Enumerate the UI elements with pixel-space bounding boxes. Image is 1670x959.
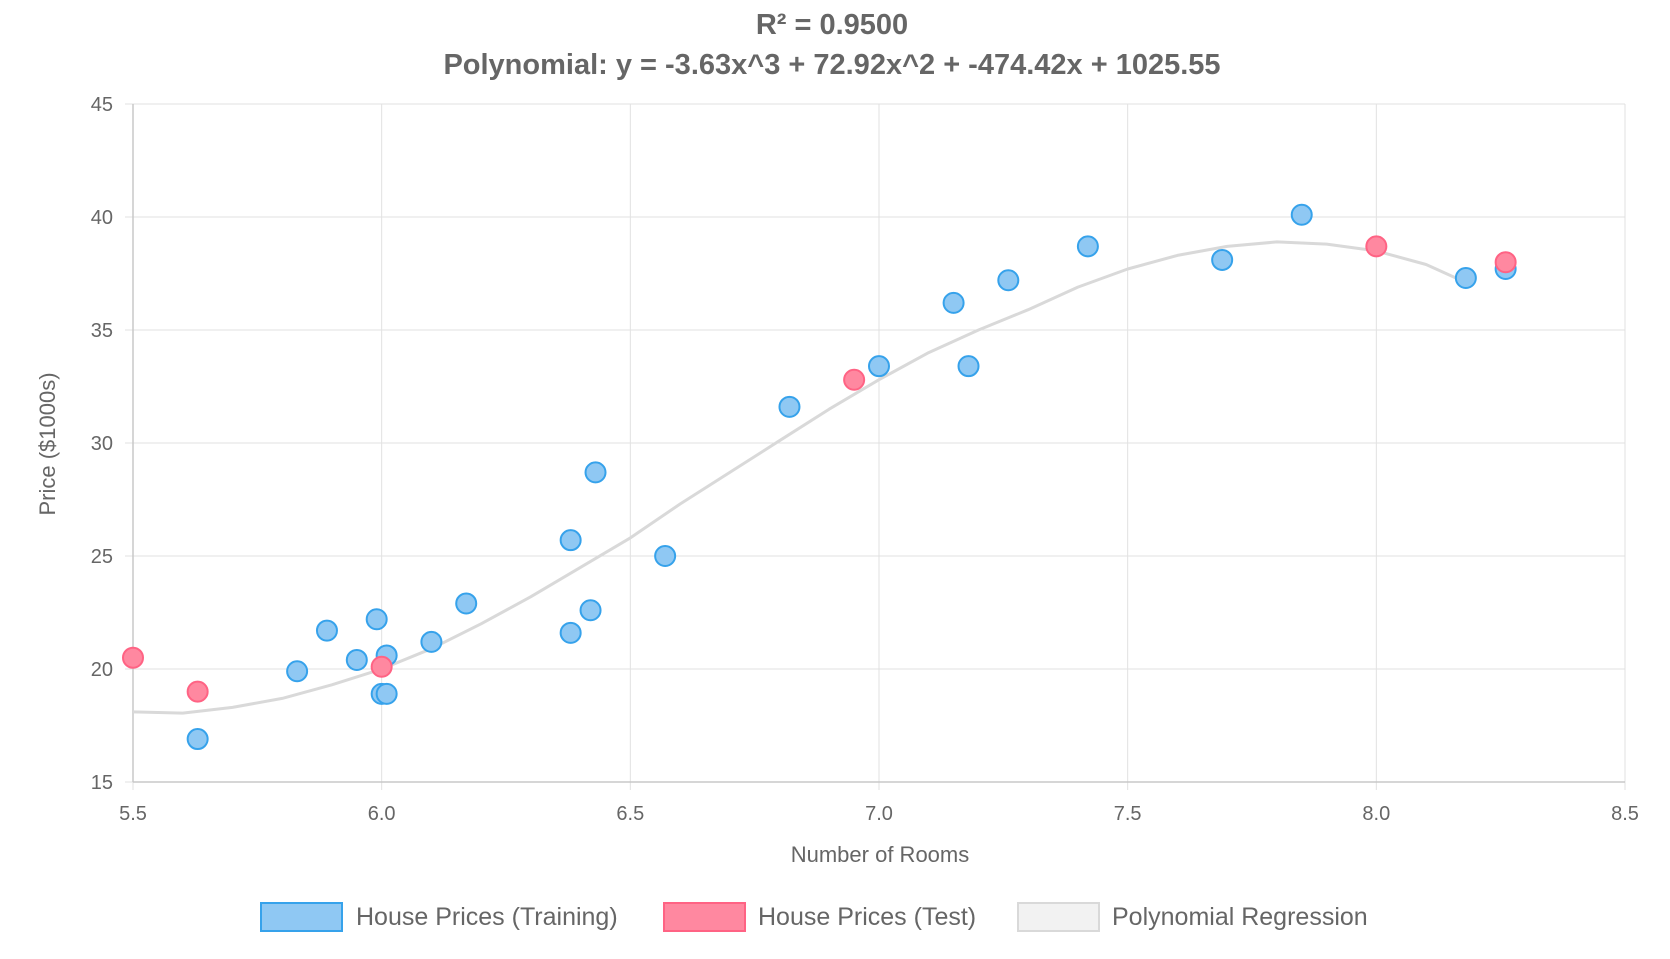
chart-title-line: R² = 0.9500: [756, 9, 908, 41]
training-point: [654, 545, 677, 567]
y-tick-label: 40: [91, 207, 113, 229]
training-point: [365, 608, 388, 631]
training-point: [375, 682, 398, 705]
x-tick-label: 8.0: [1362, 803, 1390, 825]
training-point: [345, 648, 368, 671]
grid: [125, 103, 1626, 790]
training-point: [286, 660, 309, 683]
y-tick-label: 15: [91, 772, 113, 794]
x-tick-label: 7.5: [1114, 803, 1142, 825]
training-point: [778, 395, 801, 418]
training-point: [868, 355, 890, 378]
y-tick-label: 25: [91, 546, 113, 568]
training-point: [1076, 235, 1099, 258]
legend-item-1[interactable]: House Prices (Test): [663, 902, 976, 932]
legend-label: House Prices (Test): [758, 903, 976, 931]
training-point: [315, 619, 338, 642]
test-point: [370, 655, 393, 678]
axes: 5.5 6.0 6.5 7.0 7.5 8.0 8.5 15 20 25 30 35 40 45: [91, 94, 1639, 825]
test-point: [843, 368, 866, 391]
x-tick-label: 5.5: [119, 803, 147, 825]
training-point: [1211, 248, 1234, 271]
legend-swatch: [260, 902, 343, 932]
test-point: [1494, 251, 1517, 274]
y-tick-label: 35: [91, 320, 113, 342]
y-tick-label: 30: [91, 433, 113, 455]
legend-label: Polynomial Regression: [1112, 903, 1368, 931]
training-point: [1454, 267, 1477, 290]
legend-item-0[interactable]: House Prices (Training): [260, 902, 618, 932]
training-point: [957, 355, 980, 378]
training-point: [559, 621, 582, 644]
legend-item-2[interactable]: Polynomial Regression: [1017, 902, 1368, 932]
training-point: [420, 630, 443, 653]
chart-title: R² = 0.9500 Polynomial: y = -3.63x^3 + 72…: [443, 9, 1220, 81]
training-point: [584, 461, 607, 484]
training-point: [186, 728, 209, 751]
legend-swatch: [1017, 902, 1100, 932]
training-point: [579, 599, 602, 622]
series: [122, 203, 1517, 751]
y-axis-label: Price ($1000s): [35, 372, 60, 515]
test-point: [1365, 235, 1388, 258]
x-tick-label: 6.5: [616, 803, 644, 825]
training-point: [942, 291, 965, 314]
training-point: [455, 592, 478, 615]
training-point: [1290, 203, 1313, 226]
regression-line: [132, 240, 1467, 715]
x-tick-label: 8.5: [1611, 803, 1639, 825]
x-tick-label: 7.0: [865, 803, 893, 825]
y-tick-label: 45: [91, 94, 113, 116]
training-point: [997, 269, 1020, 292]
training-point: [559, 529, 582, 552]
x-axis-label: Number of Rooms: [791, 842, 970, 867]
chart-title-line: Polynomial: y = -3.63x^3 + 72.92x^2 + -4…: [443, 49, 1220, 81]
legend-label: House Prices (Training): [356, 903, 618, 931]
legend-swatch: [663, 902, 746, 932]
test-point: [122, 646, 144, 669]
x-tick-label: 6.0: [368, 803, 396, 825]
test-point: [186, 680, 209, 703]
y-tick-label: 20: [91, 659, 113, 681]
legend[interactable]: House Prices (Training) House Prices (Tes…: [260, 902, 1368, 932]
